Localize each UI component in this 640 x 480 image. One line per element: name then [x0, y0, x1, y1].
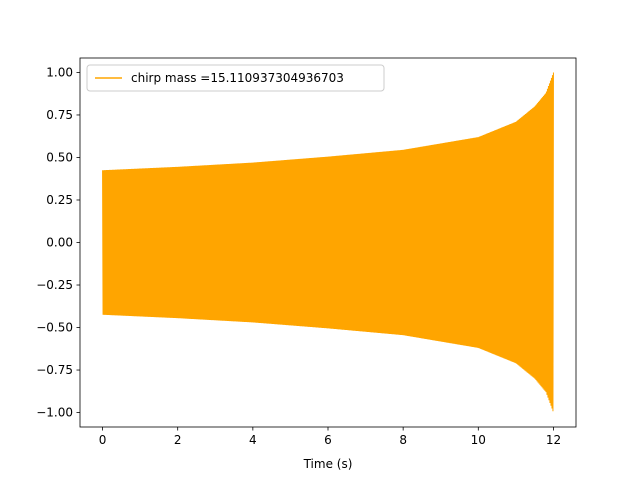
y-tick-label: −1.00 [36, 406, 73, 420]
y-tick-label: −0.50 [36, 321, 73, 335]
y-tick-label: 0.00 [46, 236, 73, 250]
series-line-0 [102, 72, 554, 412]
legend-label: chirp mass =15.110937304936703 [131, 71, 344, 85]
legend-box [86, 64, 385, 92]
x-tick-label: 4 [249, 433, 257, 447]
y-tick-label: 0.50 [46, 150, 73, 164]
x-tick-label: 6 [324, 433, 332, 447]
y-tick-label: −0.25 [36, 278, 73, 292]
x-axis-label: Time (s) [303, 457, 353, 471]
x-tick-label: 0 [99, 433, 107, 447]
y-tick-label: 1.00 [46, 65, 73, 79]
legend: chirp mass =15.110937304936703 [86, 64, 385, 92]
x-tick-label: 12 [546, 433, 561, 447]
y-tick-label: 0.25 [46, 193, 73, 207]
axes-layer: 0 2 4 6 8 10 12 −1.00 −0.75 −0.50 −0.25 0.00 0.25 0.5… [36, 57, 577, 471]
y-tick-label: 0.75 [46, 108, 73, 122]
series-layer [102, 72, 554, 412]
x-tick-label: 10 [471, 433, 486, 447]
x-tick-label: 2 [174, 433, 182, 447]
x-tick-label: 8 [399, 433, 407, 447]
y-tick-label: −0.75 [36, 363, 73, 377]
